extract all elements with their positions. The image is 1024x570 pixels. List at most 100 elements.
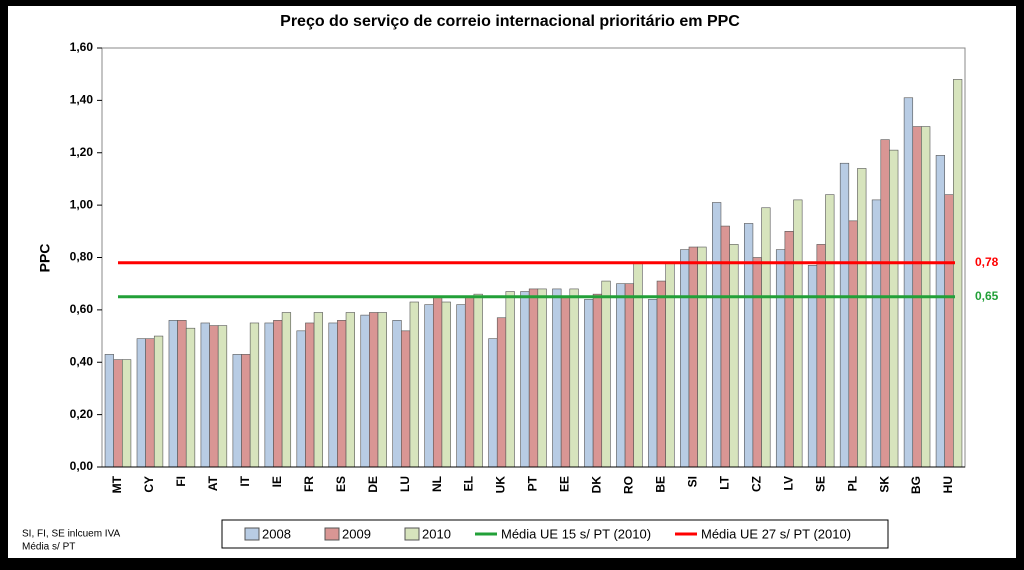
- x-tick-label: BE: [654, 476, 668, 493]
- x-tick-label: EL: [462, 476, 476, 491]
- bar: [793, 199, 803, 468]
- legend-label: 2009: [342, 526, 371, 541]
- x-tick-label: CZ: [749, 476, 763, 492]
- bar: [528, 288, 539, 468]
- x-tick-label: ES: [334, 476, 348, 492]
- x-tick-label: EE: [558, 476, 572, 492]
- bar: [337, 320, 347, 468]
- y-tick-label: 1,20: [70, 145, 94, 159]
- x-tick-label: MT: [110, 475, 124, 493]
- bar: [665, 262, 675, 468]
- bar: [680, 249, 690, 468]
- y-tick-label: 0,60: [70, 302, 94, 316]
- bar: [784, 231, 794, 468]
- y-axis-label: PPC: [37, 244, 53, 273]
- bar: [697, 246, 707, 468]
- bar: [656, 280, 666, 468]
- bar: [441, 301, 451, 468]
- bar: [775, 249, 786, 468]
- bar: [743, 223, 754, 468]
- bar: [505, 291, 515, 468]
- bar: [560, 296, 571, 468]
- bar: [232, 354, 242, 468]
- bar: [825, 194, 835, 468]
- bar: [889, 149, 899, 468]
- bar: [104, 354, 114, 468]
- legend-label: 2010: [422, 526, 451, 541]
- x-tick-label: DK: [590, 476, 604, 494]
- x-tick-label: LT: [717, 475, 731, 489]
- x-tick-label: IT: [238, 475, 252, 486]
- x-tick-label: SK: [877, 476, 891, 493]
- bar: [345, 312, 355, 468]
- note: SI, FI, SE inlcuem IVA: [22, 529, 121, 540]
- note: Média s/ PT: [22, 542, 75, 553]
- bar: [816, 244, 826, 468]
- bar: [401, 330, 411, 468]
- x-tick-label: CY: [142, 476, 156, 493]
- y-tick-label: 0,20: [70, 407, 94, 421]
- bar: [616, 283, 626, 468]
- bar: [296, 330, 306, 468]
- x-tick-label: DE: [366, 476, 380, 493]
- x-tick-label: SI: [685, 476, 699, 487]
- bar: [880, 139, 890, 468]
- x-tick-label: LU: [398, 476, 412, 492]
- x-tick-label: NL: [430, 476, 444, 492]
- bar: [473, 293, 483, 468]
- bar: [456, 304, 466, 468]
- bar: [496, 317, 507, 468]
- bar: [592, 293, 603, 468]
- bar: [136, 338, 146, 468]
- bar: [241, 354, 251, 468]
- x-tick-label: IE: [270, 476, 284, 487]
- bar: [761, 207, 771, 468]
- bar: [264, 322, 274, 468]
- x-tick-label: SE: [813, 476, 827, 492]
- bar: [328, 322, 338, 468]
- bar: [392, 320, 402, 468]
- reference-label: 0,65: [975, 289, 999, 303]
- x-tick-label: PL: [845, 476, 859, 491]
- bar: [601, 280, 611, 468]
- bar: [432, 296, 443, 468]
- bar: [369, 312, 379, 468]
- x-tick-label: FR: [302, 476, 316, 492]
- y-tick-label: 0,00: [70, 459, 94, 473]
- x-tick-label: RO: [622, 476, 636, 494]
- bar: [168, 320, 178, 468]
- x-tick-label: BG: [909, 476, 923, 494]
- bar: [249, 322, 260, 468]
- legend-swatch: [324, 527, 340, 541]
- bar: [313, 312, 324, 468]
- y-tick-label: 1,40: [70, 93, 94, 107]
- bar: [871, 199, 882, 468]
- legend-swatch: [244, 527, 260, 541]
- bar: [217, 325, 228, 468]
- bar: [360, 314, 370, 468]
- bar: [935, 155, 946, 468]
- y-tick-label: 0,40: [70, 354, 94, 368]
- bar: [153, 335, 164, 468]
- bar: [944, 194, 954, 468]
- bar: [729, 244, 739, 468]
- bar: [209, 325, 219, 468]
- x-tick-label: AT: [206, 475, 220, 491]
- bar: [424, 304, 434, 468]
- y-tick-label: 1,60: [70, 40, 94, 54]
- bar: [633, 262, 643, 468]
- bar: [409, 301, 419, 468]
- legend-swatch: [404, 527, 420, 541]
- bar: [464, 296, 475, 468]
- bar: [537, 288, 547, 468]
- x-tick-label: UK: [494, 476, 508, 494]
- legend-label: Média UE 27 s/ PT (2010): [701, 526, 851, 541]
- bar: [520, 291, 530, 468]
- legend-label: 2008: [262, 526, 291, 541]
- bar: [200, 322, 210, 468]
- bar: [712, 202, 722, 468]
- legend-label: Média UE 15 s/ PT (2010): [501, 526, 651, 541]
- bar: [377, 312, 387, 468]
